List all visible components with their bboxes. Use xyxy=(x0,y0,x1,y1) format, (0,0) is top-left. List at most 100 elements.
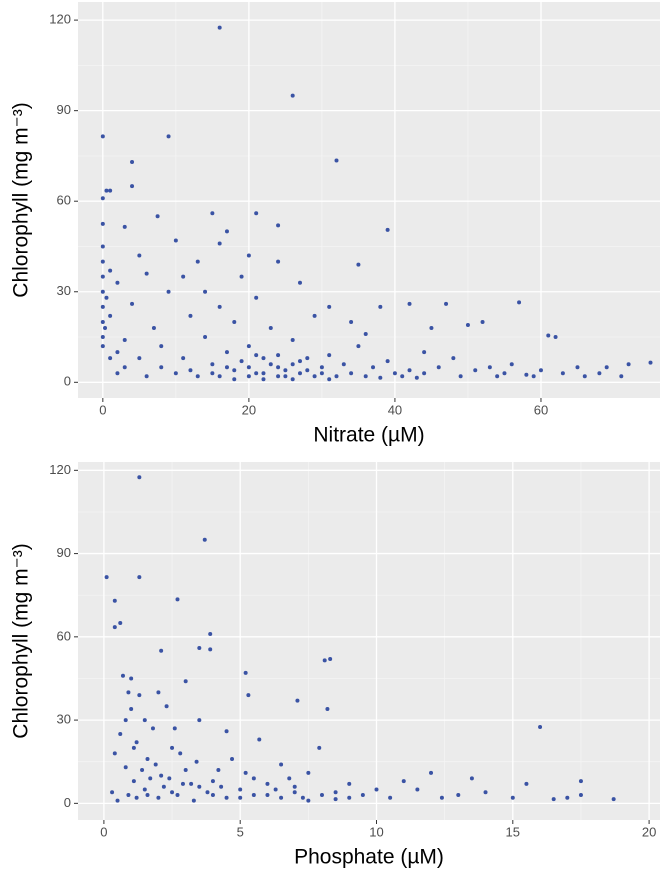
point xyxy=(578,779,583,784)
point xyxy=(400,374,405,379)
point xyxy=(100,244,105,249)
point xyxy=(487,365,492,370)
x-tick-label: 15 xyxy=(506,824,520,839)
y-tick-label: 90 xyxy=(57,102,71,117)
point xyxy=(202,537,207,542)
y-tick-label: 60 xyxy=(57,193,71,208)
point xyxy=(473,368,478,373)
point xyxy=(130,301,135,306)
point xyxy=(254,353,259,358)
point xyxy=(349,371,354,376)
x-tick-label: 0 xyxy=(100,824,107,839)
point xyxy=(100,289,105,294)
point xyxy=(216,768,221,773)
point xyxy=(317,745,322,750)
point xyxy=(407,368,412,373)
point xyxy=(246,693,251,698)
point xyxy=(144,271,149,276)
point xyxy=(385,227,390,232)
point xyxy=(103,325,108,330)
point xyxy=(118,731,123,736)
point xyxy=(217,241,222,246)
point xyxy=(283,374,288,379)
point xyxy=(224,229,229,234)
point xyxy=(104,295,109,300)
point xyxy=(197,718,202,723)
point xyxy=(156,690,161,695)
point xyxy=(254,295,259,300)
point xyxy=(217,304,222,309)
y-tick-label: 30 xyxy=(57,283,71,298)
point xyxy=(239,274,244,279)
point xyxy=(509,362,514,367)
point xyxy=(108,188,113,193)
point xyxy=(219,784,224,789)
point xyxy=(469,776,474,781)
point xyxy=(333,797,338,802)
point xyxy=(538,368,543,373)
point xyxy=(292,790,297,795)
point xyxy=(305,356,310,361)
point xyxy=(104,188,109,193)
point xyxy=(456,793,461,798)
point xyxy=(112,625,117,630)
point xyxy=(306,798,311,803)
y-tick-label: 30 xyxy=(57,712,71,727)
point xyxy=(108,268,113,273)
point xyxy=(118,620,123,625)
point xyxy=(347,795,352,800)
point xyxy=(290,377,295,382)
point xyxy=(173,238,178,243)
point xyxy=(279,762,284,767)
point xyxy=(451,356,456,361)
point xyxy=(183,768,188,773)
point xyxy=(265,781,270,786)
point xyxy=(279,795,284,800)
point xyxy=(611,797,616,802)
y-axis-title: Chlorophyll (mg m⁻³) xyxy=(10,543,33,738)
point xyxy=(217,374,222,379)
point xyxy=(208,647,213,652)
point xyxy=(575,365,580,370)
point xyxy=(371,365,376,370)
point xyxy=(210,793,215,798)
point xyxy=(181,274,186,279)
point xyxy=(349,319,354,324)
point xyxy=(325,706,330,711)
point xyxy=(112,598,117,603)
point xyxy=(582,374,587,379)
point xyxy=(422,371,427,376)
point xyxy=(356,344,361,349)
x-tick-label: 60 xyxy=(534,402,548,417)
point xyxy=(246,253,251,258)
point xyxy=(115,798,120,803)
point xyxy=(378,375,383,380)
point xyxy=(129,676,134,681)
point xyxy=(112,751,117,756)
point xyxy=(238,795,243,800)
point xyxy=(100,221,105,226)
point xyxy=(341,362,346,367)
point xyxy=(173,371,178,376)
point xyxy=(538,725,543,730)
plot-panel xyxy=(78,2,660,398)
point xyxy=(189,781,194,786)
point xyxy=(137,475,142,480)
point xyxy=(100,344,105,349)
point xyxy=(122,224,127,229)
point xyxy=(312,374,317,379)
point xyxy=(290,362,295,367)
point xyxy=(197,645,202,650)
point xyxy=(194,759,199,764)
point xyxy=(148,776,153,781)
x-axis-title: Phosphate (µM) xyxy=(294,846,444,869)
point xyxy=(648,360,653,365)
point xyxy=(322,658,327,663)
point xyxy=(126,793,131,798)
point xyxy=(167,776,172,781)
point xyxy=(130,184,135,189)
x-axis-title: Nitrate (µM) xyxy=(313,424,424,447)
y-tick-label: 0 xyxy=(64,374,71,389)
point xyxy=(100,134,105,139)
point xyxy=(142,718,147,723)
